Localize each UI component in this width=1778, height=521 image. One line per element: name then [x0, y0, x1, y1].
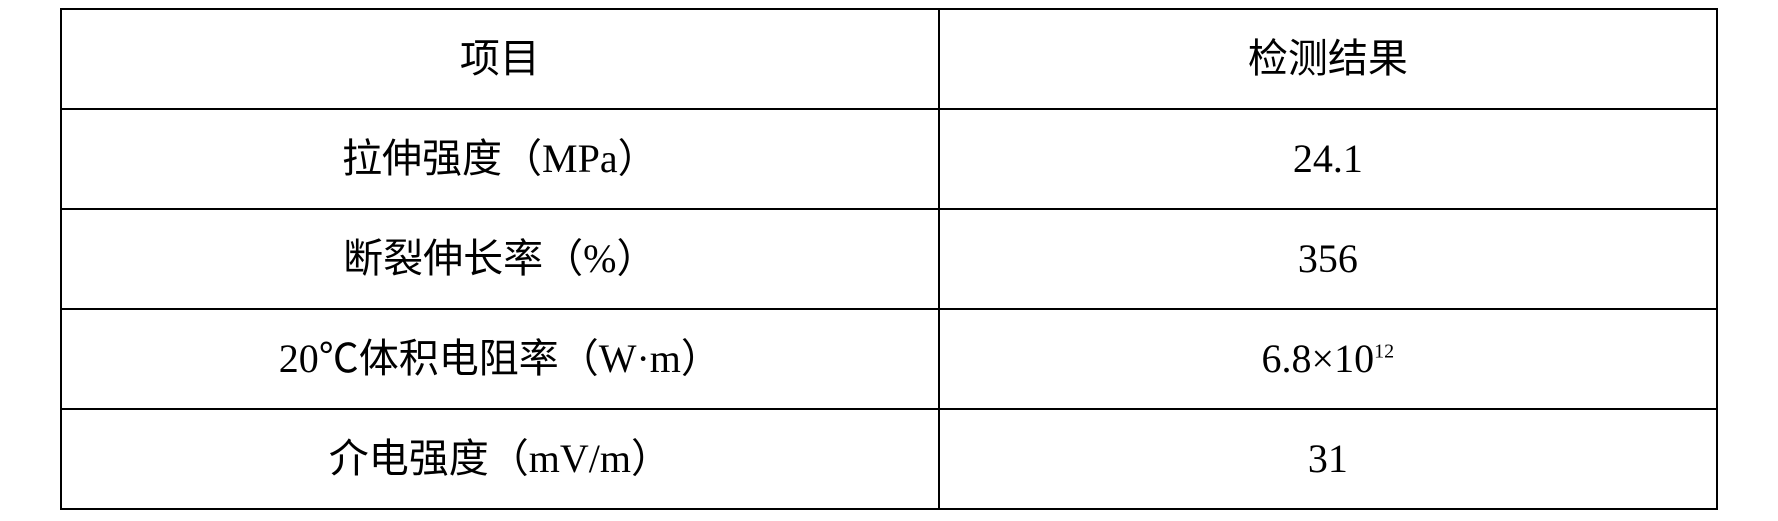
row-value: 31 — [939, 409, 1717, 509]
table-row: 断裂伸长率（%） 356 — [61, 209, 1717, 309]
col-header-item: 项目 — [61, 9, 939, 109]
col-header-result: 检测结果 — [939, 9, 1717, 109]
table-row: 20℃体积电阻率（W·m） 6.8×1012 — [61, 309, 1717, 409]
table-row: 介电强度（mV/m） 31 — [61, 409, 1717, 509]
table-header-row: 项目 检测结果 — [61, 9, 1717, 109]
row-label: 断裂伸长率（%） — [61, 209, 939, 309]
table-container: 项目 检测结果 拉伸强度（MPa） 24.1 断裂伸长率（%） 356 20℃体… — [0, 0, 1778, 518]
row-label: 介电强度（mV/m） — [61, 409, 939, 509]
value-exp: 12 — [1374, 341, 1394, 363]
row-label: 20℃体积电阻率（W·m） — [61, 309, 939, 409]
row-value: 356 — [939, 209, 1717, 309]
value-base: 6.8×10 — [1262, 336, 1375, 381]
data-table: 项目 检测结果 拉伸强度（MPa） 24.1 断裂伸长率（%） 356 20℃体… — [60, 8, 1718, 510]
row-value: 6.8×1012 — [939, 309, 1717, 409]
row-value: 24.1 — [939, 109, 1717, 209]
row-label: 拉伸强度（MPa） — [61, 109, 939, 209]
table-row: 拉伸强度（MPa） 24.1 — [61, 109, 1717, 209]
